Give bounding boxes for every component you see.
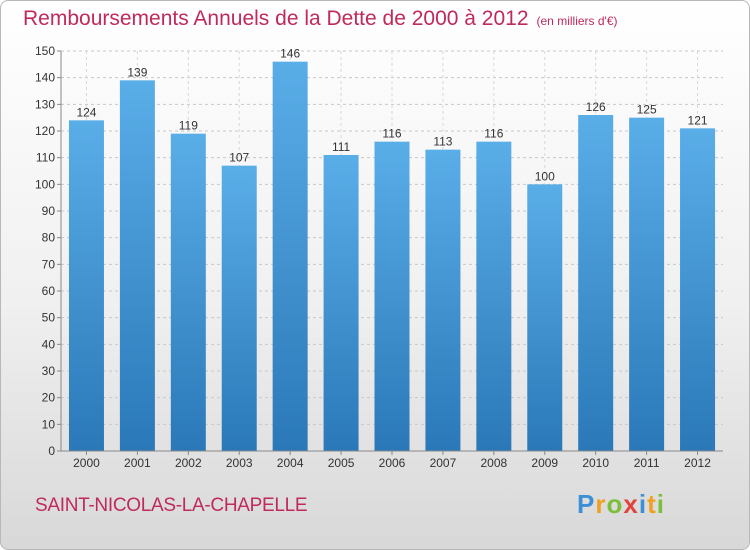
y-tick-label: 80 [42,231,56,245]
bar-2005 [323,155,359,451]
bar-2009 [527,184,563,452]
data-label-2003: 107 [229,151,249,165]
bar-2006 [374,141,410,451]
y-tick-label: 30 [42,364,56,378]
bar-layer: 124 139 119 107 146 111 116 113 116 100 126 125 121 [68,47,716,452]
city-name: SAINT-NICOLAS-LA-CHAPELLE [35,495,308,516]
y-tick-label: 60 [42,284,56,298]
data-label-2002: 119 [179,119,198,133]
x-tick-label-2007: 2007 [430,456,457,470]
x-tick-label-2003: 2003 [226,456,253,470]
y-tick-label: 110 [36,151,55,165]
y-tick-label: 50 [42,311,56,325]
x-tick-label-2002: 2002 [175,456,202,470]
bar-2007 [425,149,461,451]
bar-2008 [476,141,512,451]
bar-2010 [578,115,614,451]
data-label-2006: 116 [382,127,401,141]
data-label-2008: 116 [484,127,503,141]
y-tick-label: 40 [42,337,56,351]
bar-2012 [680,128,716,451]
data-label-2005: 111 [332,140,351,154]
y-tick-label: 20 [42,391,56,405]
x-tick-label-2004: 2004 [277,456,304,470]
data-label-2004: 146 [280,47,300,61]
bar-2000 [68,120,104,451]
y-tick-label: 150 [35,44,55,58]
y-tick-label: 10 [42,417,56,431]
proxiti-logo[interactable]: Proxiti [577,489,665,519]
bar-2001 [119,80,155,451]
bar-2004 [272,61,308,452]
x-tick-label-2006: 2006 [379,456,406,470]
x-tick-label-2001: 2001 [124,456,151,470]
data-label-2010: 126 [586,100,606,114]
data-label-2001: 139 [127,65,147,79]
y-tick-label: 140 [35,71,55,85]
chart-title-text: Remboursements Annuels de la Dette de 20… [23,7,529,30]
data-label-2011: 125 [637,103,657,117]
x-tick-label-2012: 2012 [684,456,711,470]
axis-layer: 0 10 20 30 40 50 60 70 80 90 100 110 120 130 140 150 200… [35,44,723,470]
chart-title: Remboursements Annuels de la Dette de 20… [23,7,618,31]
data-label-2007: 113 [433,135,452,149]
chart-unit: (en milliers d'€) [536,14,618,28]
y-tick-label: 0 [48,444,55,458]
bar-2011 [629,117,665,452]
y-tick-label: 90 [42,204,56,218]
data-label-2012: 121 [688,113,708,127]
x-tick-label-2005: 2005 [328,456,355,470]
y-tick-label: 120 [35,124,55,138]
y-tick-label: 70 [42,257,56,271]
x-tick-label-2011: 2011 [634,456,660,470]
x-tick-label-2010: 2010 [582,456,609,470]
bar-2003 [221,165,257,451]
x-tick-label-2008: 2008 [480,456,507,470]
data-label-2009: 100 [535,169,555,183]
bar-2002 [170,133,206,451]
data-label-2000: 124 [76,105,96,119]
y-tick-label: 100 [35,177,55,191]
y-tick-label: 130 [35,97,55,111]
x-tick-label-2009: 2009 [531,456,558,470]
x-tick-label-2000: 2000 [73,456,100,470]
